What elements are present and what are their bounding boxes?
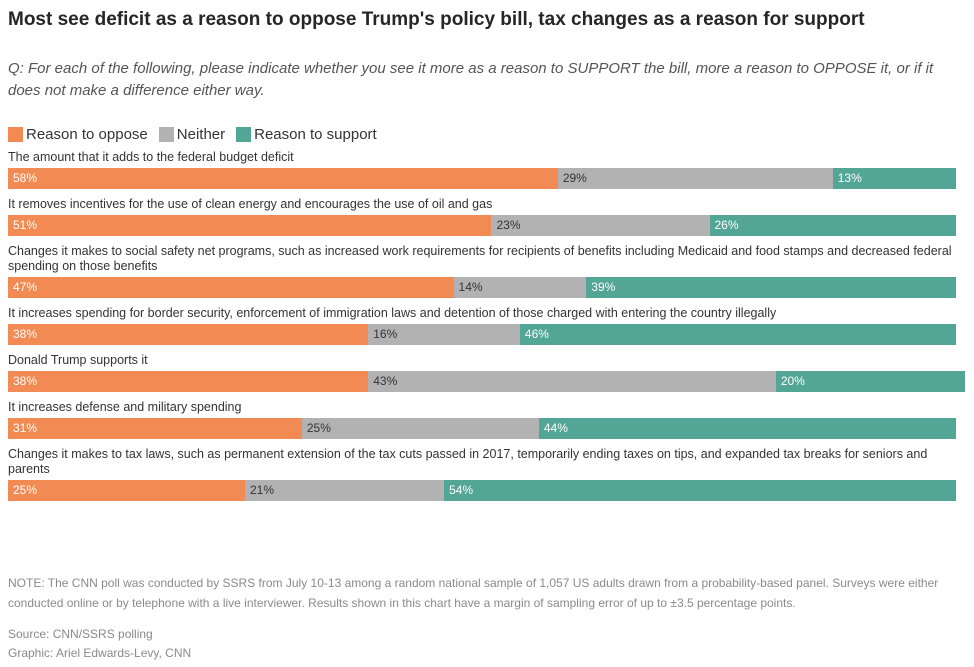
methodology-note: NOTE: The CNN poll was conducted by SSRS… (8, 576, 939, 610)
bar-row-label: The amount that it adds to the federal b… (8, 150, 294, 164)
bar-row-label: Changes it makes to tax laws, such as pe… (8, 447, 928, 476)
bar-segment-support: 39% (586, 277, 956, 298)
stacked-bar: 38% 43% 20% (8, 371, 966, 392)
bar-row-label: Donald Trump supports it (8, 353, 148, 367)
bar-segment-support: 20% (775, 371, 966, 392)
data-label: 31% (13, 421, 38, 435)
bar-segment-support: 13% (832, 168, 956, 189)
bar-segment-oppose: 38% (8, 324, 369, 345)
data-label: 46% (524, 327, 549, 341)
bar-segment-oppose: 38% (8, 371, 369, 392)
bar-row-label: It removes incentives for the use of cle… (8, 197, 493, 211)
stacked-bar: 25% 21% 54% (8, 480, 966, 501)
bar-row: It increases defense and military spendi… (8, 400, 974, 439)
chart-title: Most see deficit as a reason to oppose T… (8, 9, 865, 30)
data-label: 54% (449, 483, 474, 497)
bar-row: Changes it makes to tax laws, such as pe… (8, 447, 974, 501)
bar-segment-oppose: 51% (8, 215, 492, 236)
survey-question: Q: For each of the following, please ind… (8, 60, 934, 99)
legend-label-oppose: Reason to oppose (26, 125, 148, 143)
bar-segment-oppose: 47% (8, 277, 454, 298)
bar-row: Donald Trump supports it 38% 43% 20% (8, 353, 974, 392)
bar-segment-support: 26% (709, 215, 956, 236)
legend-item-support: Reason to support (236, 126, 377, 143)
legend: Reason to oppose Neither Reason to suppo… (8, 125, 388, 143)
bar-segment-neither: 25% (301, 418, 539, 439)
bar-segment-neither: 16% (368, 324, 520, 345)
data-label: 43% (373, 374, 398, 388)
legend-swatch-support (236, 126, 252, 142)
data-label: 14% (458, 280, 483, 294)
graphic-credit: Graphic: Ariel Edwards-Levy, CNN (8, 646, 192, 660)
bar-row: It increases spending for border securit… (8, 306, 974, 345)
data-label: 16% (373, 327, 398, 341)
stacked-bar: 38% 16% 46% (8, 324, 966, 345)
bar-segment-neither: 29% (557, 168, 833, 189)
data-label: 23% (496, 218, 521, 232)
data-label: 44% (543, 421, 568, 435)
stacked-bar: 31% 25% 44% (8, 418, 966, 439)
data-label: 25% (13, 483, 38, 497)
stacked-bar: 51% 23% 26% (8, 215, 966, 236)
bar-segment-neither: 14% (453, 277, 587, 298)
bar-row: Changes it makes to social safety net pr… (8, 244, 974, 298)
bar-segment-oppose: 25% (8, 480, 245, 501)
source-line: Source: CNN/SSRS polling (8, 627, 153, 641)
legend-item-oppose: Reason to oppose (8, 126, 148, 143)
data-label: 29% (562, 171, 587, 185)
legend-swatch-neither (158, 126, 174, 142)
stacked-bar: 58% 29% 13% (8, 168, 966, 189)
data-label: 26% (714, 218, 739, 232)
bar-row-label: It increases defense and military spendi… (8, 400, 242, 414)
data-label: 38% (13, 327, 38, 341)
bar-segment-neither: 21% (245, 480, 445, 501)
bar-segment-neither: 43% (368, 371, 776, 392)
bar-row-label: Changes it makes to social safety net pr… (8, 244, 952, 273)
legend-label-support: Reason to support (254, 125, 377, 143)
credits: Source: CNN/SSRS polling Graphic: Ariel … (8, 625, 191, 663)
bar-row: It removes incentives for the use of cle… (8, 197, 974, 236)
data-label: 39% (591, 280, 616, 294)
legend-label-neither: Neither (176, 125, 226, 143)
stacked-bar: 47% 14% 39% (8, 277, 966, 298)
bar-segment-support: 44% (538, 418, 956, 439)
legend-item-neither: Neither (158, 125, 226, 143)
bar-row-label: It increases spending for border securit… (8, 306, 777, 320)
legend-swatch-oppose (8, 126, 23, 142)
bar-segment-support: 54% (444, 480, 956, 501)
bar-row: The amount that it adds to the federal b… (8, 150, 974, 189)
data-label: 21% (250, 483, 275, 497)
data-label: 38% (13, 374, 38, 388)
bar-segment-neither: 23% (491, 215, 710, 236)
data-label: 20% (780, 374, 805, 388)
stacked-bar-chart: The amount that it adds to the federal b… (8, 150, 974, 550)
bar-segment-support: 46% (519, 324, 956, 345)
bar-segment-oppose: 58% (8, 168, 558, 189)
data-label: 47% (13, 280, 38, 294)
data-label: 51% (13, 218, 38, 232)
bar-segment-oppose: 31% (8, 418, 302, 439)
data-label: 13% (837, 171, 862, 185)
data-label: 25% (306, 421, 331, 435)
data-label: 58% (13, 171, 38, 185)
